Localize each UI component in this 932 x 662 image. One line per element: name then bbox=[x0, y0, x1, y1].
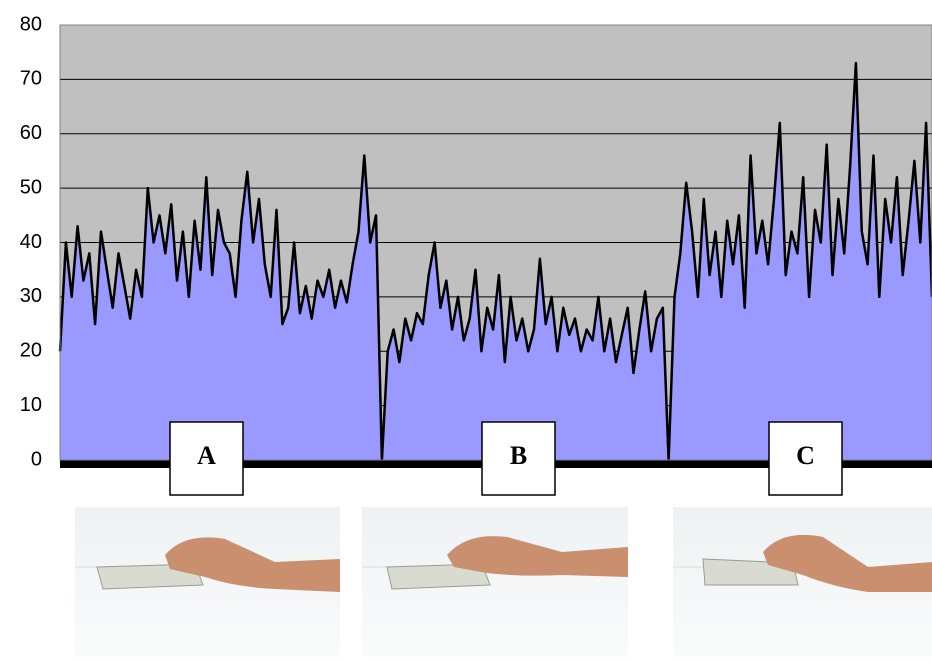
figure: 0 10 20 30 40 50 60 70 80 A B C bbox=[0, 0, 932, 657]
y-tick-label: 10 bbox=[20, 394, 42, 416]
y-tick-label: 60 bbox=[20, 122, 42, 144]
photos bbox=[75, 507, 932, 657]
y-tick-label: 50 bbox=[20, 176, 42, 198]
annotation: C bbox=[796, 441, 815, 470]
y-tick-label: 70 bbox=[20, 68, 42, 90]
plot: 0 10 20 30 40 50 60 70 80 A B C bbox=[20, 13, 932, 495]
annotation: B bbox=[510, 441, 527, 470]
photo-a bbox=[75, 507, 340, 657]
y-tick-label: 40 bbox=[20, 231, 42, 253]
photo-b bbox=[362, 507, 628, 657]
y-tick-label: 30 bbox=[20, 285, 42, 307]
y-tick-label: 80 bbox=[20, 13, 42, 35]
y-tick-label: 20 bbox=[20, 340, 42, 362]
y-tick-label: 0 bbox=[31, 448, 42, 470]
annotation: A bbox=[197, 441, 216, 470]
photo-c bbox=[673, 507, 932, 657]
